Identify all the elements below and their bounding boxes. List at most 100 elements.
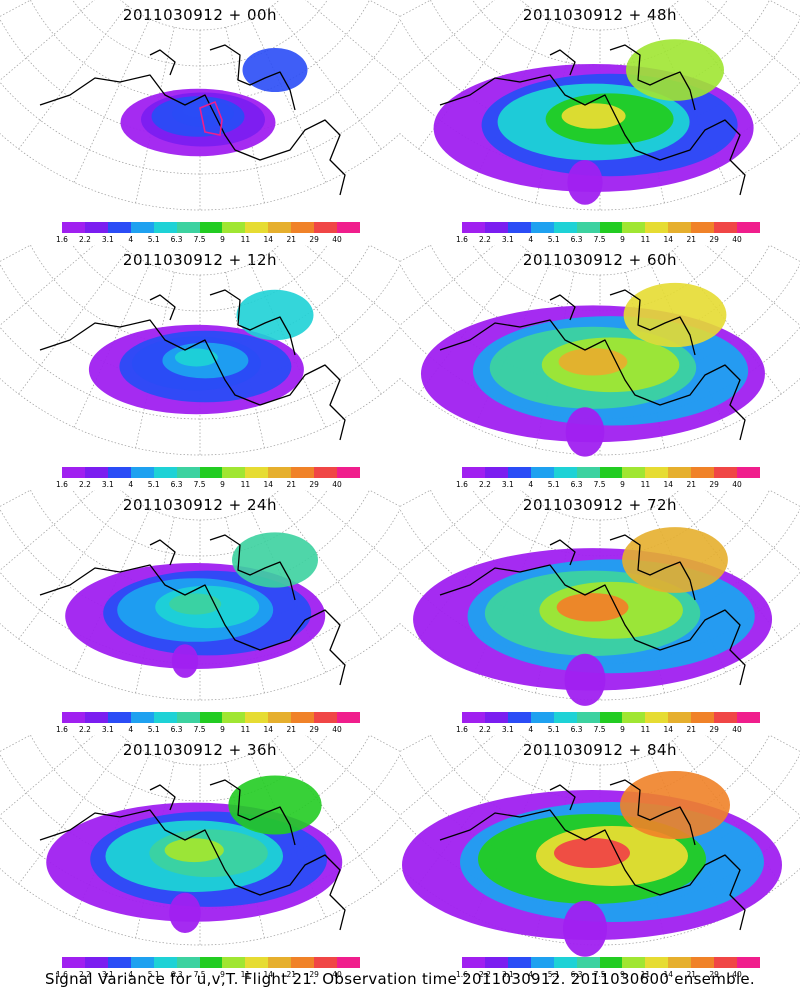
colorbar-tick-label: 2.2 bbox=[478, 970, 491, 979]
coastline bbox=[439, 289, 746, 441]
colorbar-tick-label: 21 bbox=[686, 480, 696, 489]
variance-field bbox=[65, 532, 326, 678]
panel-title: 2011030912 + 48h bbox=[522, 6, 678, 24]
map-panel: 2011030912 + 12h 1.6 2.2 3.1 4 5.1 6.3 7.5 9 11 14… bbox=[0, 245, 400, 490]
colorbar-tick-label: 14 bbox=[663, 480, 674, 489]
colorbar-swatch bbox=[314, 957, 338, 968]
colorbar-swatch bbox=[714, 222, 738, 233]
colorbar-tick-label: 14 bbox=[663, 235, 674, 244]
colorbar-tick-label: 40 bbox=[732, 725, 742, 734]
colorbar-tick-label: 1.6 bbox=[456, 970, 468, 979]
colorbar-swatch bbox=[84, 957, 108, 968]
colorbar-swatch bbox=[645, 467, 669, 478]
variance-contour bbox=[565, 407, 605, 457]
polar-map bbox=[400, 490, 800, 706]
colorbar-swatch bbox=[130, 467, 154, 478]
colorbar-swatch bbox=[622, 222, 646, 233]
colorbar-tick-label: 7.5 bbox=[193, 970, 206, 979]
colorbar-swatch bbox=[153, 957, 177, 968]
variance-contour bbox=[232, 532, 318, 588]
variance-contour bbox=[236, 289, 314, 341]
colorbar-tick-label: 21 bbox=[686, 725, 696, 734]
colorbar-tick-label: 40 bbox=[732, 235, 742, 244]
colorbar-swatch bbox=[507, 222, 531, 233]
colorbar-swatch bbox=[337, 957, 360, 968]
colorbar-tick-label: 7.5 bbox=[193, 480, 206, 489]
map-panel: 2011030912 + 48h 1.6 2.2 3.1 4 5.1 6.3 7.5 9 11 14… bbox=[400, 0, 800, 245]
colorbar-swatch bbox=[668, 712, 692, 723]
colorbar-tick-label: 4 bbox=[528, 970, 534, 979]
map-panel: 2011030912 + 24h 1.6 2.2 3.1 4 5.1 6.3 7.5 9 11 14… bbox=[0, 490, 400, 735]
colorbar-tick-label: 9 bbox=[220, 970, 225, 979]
colorbar-tick-label: 2.2 bbox=[78, 480, 91, 489]
colorbar-tick-label: 9 bbox=[220, 235, 225, 244]
colorbar-tick-label: 40 bbox=[732, 970, 742, 979]
colorbar-swatch bbox=[553, 712, 577, 723]
variance-contour bbox=[567, 160, 603, 205]
colorbar-swatch bbox=[107, 957, 131, 968]
colorbar-swatch bbox=[245, 957, 269, 968]
colorbar bbox=[62, 467, 360, 478]
variance-contour bbox=[242, 48, 308, 92]
colorbar-ticks: 1.6 2.2 3.1 4 5.1 6.3 7.5 9 11 14 21 29 40 bbox=[50, 725, 370, 735]
polar-map bbox=[400, 735, 800, 957]
variance-contour bbox=[164, 838, 224, 863]
colorbar-tick-label: 2.2 bbox=[478, 480, 491, 489]
colorbar-tick-label: 2.2 bbox=[478, 235, 491, 244]
colorbar-tick-label: 5.1 bbox=[147, 970, 160, 979]
colorbar-swatch bbox=[553, 957, 577, 968]
colorbar-swatch bbox=[153, 467, 177, 478]
colorbar-swatch bbox=[530, 467, 554, 478]
colorbar-swatch bbox=[737, 957, 760, 968]
colorbar-tick-label: 29 bbox=[309, 480, 319, 489]
map-panel: 2011030912 + 00h 1.6 2.2 3.1 4 5.1 6.3 7.5 9 11 14… bbox=[0, 0, 400, 245]
colorbar-tick-label: 5.1 bbox=[147, 725, 160, 734]
colorbar-tick-label: 14 bbox=[263, 480, 274, 489]
variance-contour bbox=[626, 39, 724, 101]
colorbar-swatch bbox=[576, 712, 600, 723]
coastline bbox=[39, 44, 346, 196]
colorbar-swatch bbox=[84, 712, 108, 723]
colorbar bbox=[62, 957, 360, 968]
colorbar-tick-label: 40 bbox=[332, 970, 342, 979]
colorbar-swatch bbox=[668, 222, 692, 233]
colorbar-swatch bbox=[691, 222, 715, 233]
colorbar-tick-label: 7.5 bbox=[593, 480, 606, 489]
colorbar-swatch bbox=[599, 222, 623, 233]
colorbar-tick-label: 14 bbox=[663, 970, 674, 979]
colorbar-tick-label: 11 bbox=[640, 725, 651, 734]
polar-map bbox=[400, 245, 800, 457]
colorbar-tick-label: 21 bbox=[286, 235, 296, 244]
coastline bbox=[439, 779, 746, 931]
colorbar-tick-label: 29 bbox=[709, 970, 719, 979]
colorbar-swatch bbox=[530, 957, 554, 968]
polar-map bbox=[0, 245, 400, 456]
colorbar-tick-label: 1.6 bbox=[456, 480, 468, 489]
colorbar-tick-label: 3.1 bbox=[501, 480, 514, 489]
coastline bbox=[39, 779, 346, 931]
colorbar-tick-label: 2.2 bbox=[78, 970, 91, 979]
panel-title: 2011030912 + 84h bbox=[522, 741, 678, 759]
colorbar-swatch bbox=[462, 467, 485, 478]
flight-track bbox=[199, 100, 223, 136]
colorbar bbox=[62, 222, 360, 233]
colorbar-tick-label: 9 bbox=[220, 725, 225, 734]
colorbar-swatch bbox=[507, 712, 531, 723]
variance-field bbox=[46, 775, 343, 934]
colorbar-tick-label: 1.6 bbox=[56, 235, 68, 244]
colorbar-swatch bbox=[268, 957, 292, 968]
colorbar-swatch bbox=[484, 222, 508, 233]
variance-contour bbox=[174, 348, 218, 367]
coastline bbox=[439, 44, 746, 196]
colorbar-tick-label: 29 bbox=[709, 480, 719, 489]
variance-contour bbox=[228, 775, 322, 835]
colorbar-swatch bbox=[507, 467, 531, 478]
coastline bbox=[39, 289, 346, 441]
colorbar-swatch bbox=[622, 467, 646, 478]
colorbar-swatch bbox=[622, 957, 646, 968]
colorbar-tick-label: 6.3 bbox=[570, 725, 583, 734]
colorbar-tick-label: 4 bbox=[528, 480, 534, 489]
colorbar-swatch bbox=[668, 957, 692, 968]
colorbar-swatch bbox=[691, 712, 715, 723]
colorbar-tick-label: 21 bbox=[286, 970, 296, 979]
